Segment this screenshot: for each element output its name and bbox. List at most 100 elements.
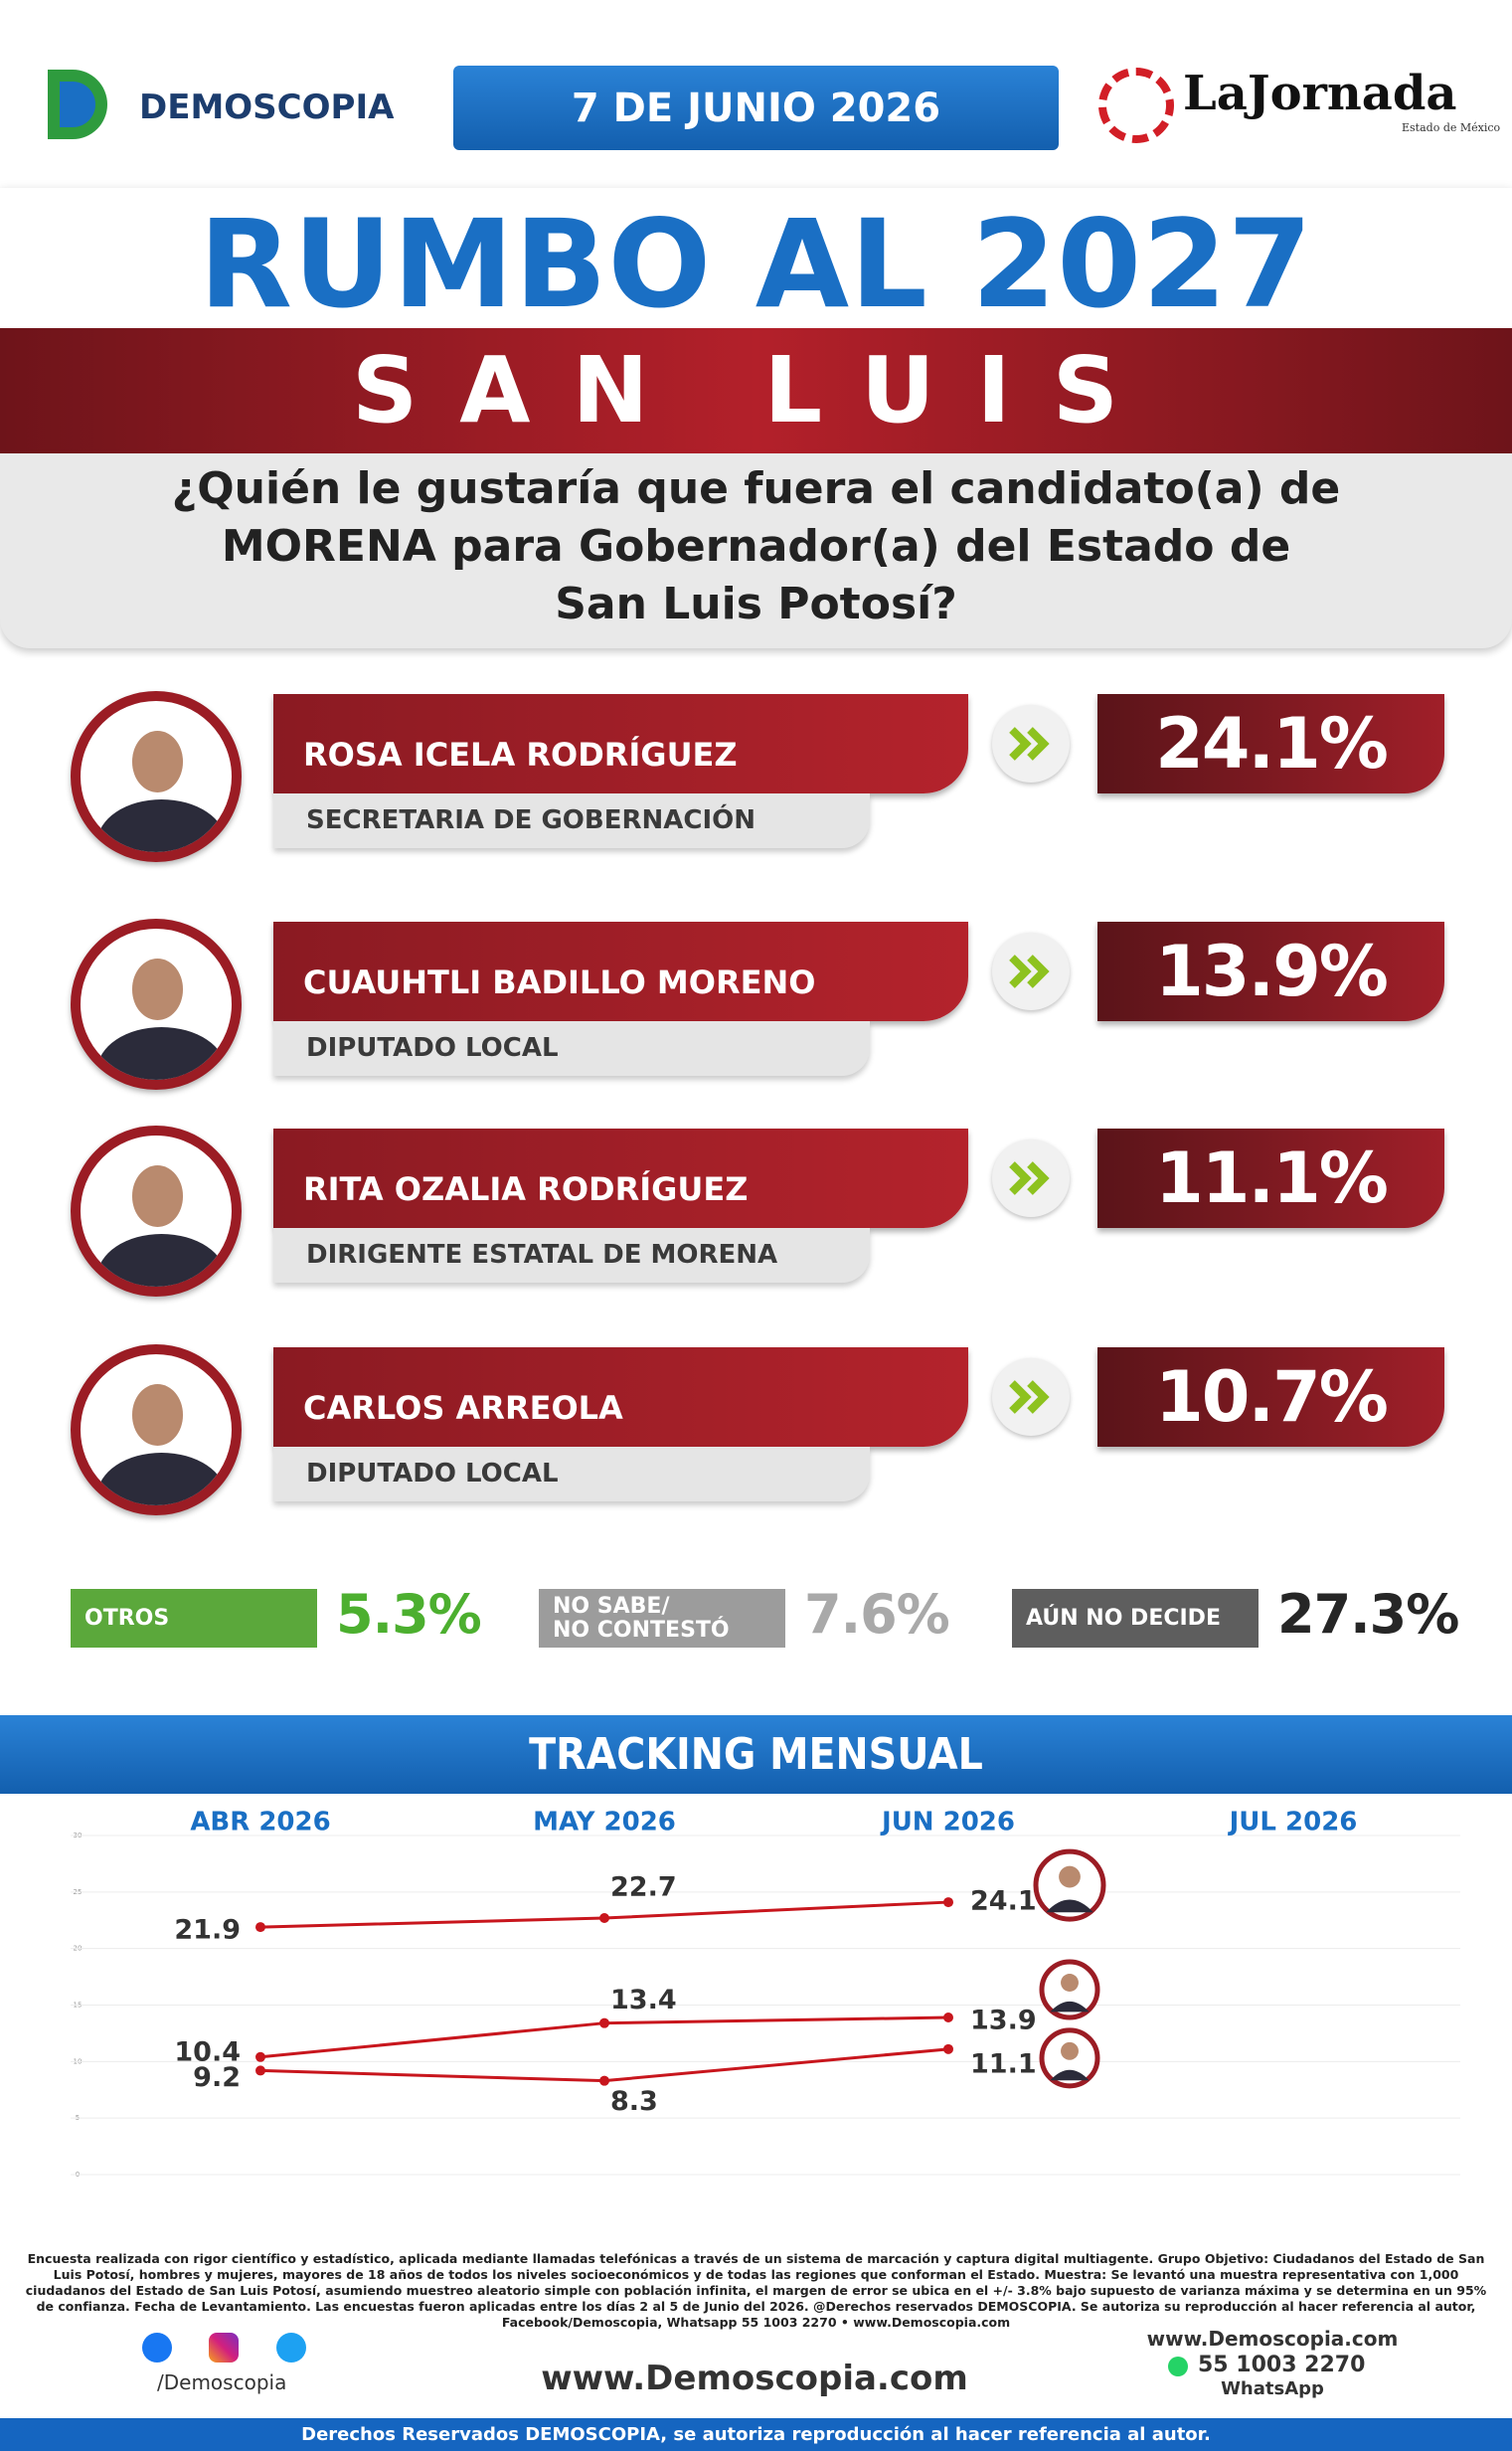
chart-title: TRACKING MENSUAL (529, 1729, 983, 1780)
facebook-icon[interactable] (142, 2333, 172, 2363)
portrait-body (97, 1233, 227, 1287)
point (599, 2017, 609, 2028)
partner-sub: Estado de México (1402, 121, 1501, 134)
data-label: 22.7 (610, 1871, 677, 1902)
name-bar: CUAUHTLI BADILLO MORENO (273, 922, 968, 1021)
arrow-icon (1009, 1380, 1050, 1414)
title-band (0, 188, 1512, 332)
portrait-body (97, 1026, 227, 1080)
disclaimer: Encuesta realizada con rigor científico … (25, 2251, 1487, 2330)
others-box: AÚN NO DECIDE (1012, 1589, 1259, 1648)
role-bar: DIPUTADO LOCAL (273, 1021, 870, 1076)
others-share: 27.3% (1277, 1583, 1459, 1646)
portrait-head (131, 959, 184, 1020)
chevron (1027, 1161, 1050, 1195)
candidate-name: ROSA ICELA RODRÍGUEZ (303, 736, 738, 774)
chevron (1027, 727, 1050, 761)
name-bar: RITA OZALIA RODRÍGUEZ (273, 1129, 968, 1228)
instagram-icon[interactable] (209, 2333, 239, 2363)
portrait (71, 919, 242, 1090)
portrait-head (131, 1165, 184, 1227)
chevron (1009, 1161, 1032, 1195)
others-box: NO SABE/NO CONTESTÓ (539, 1589, 785, 1648)
data-label: 11.1 (970, 2048, 1037, 2079)
x-tick-label: JUN 2026 (880, 1808, 1015, 1838)
question-line: San Luis Potosí? (555, 579, 957, 629)
role-bar: SECRETARIA DE GOBERNACIÓN (273, 793, 870, 848)
chevron (1027, 955, 1050, 988)
contact-web: www.Demoscopia.com (1146, 2327, 1399, 2351)
arrow-circle (992, 1139, 1070, 1217)
point (943, 2013, 953, 2023)
legend-portrait-head (1061, 1974, 1079, 1992)
partner-logo (1098, 68, 1174, 143)
share-box: 11.1% (1097, 1129, 1444, 1228)
candidate-role: DIPUTADO LOCAL (306, 1033, 559, 1063)
question-box (0, 453, 1512, 648)
candidate-role: DIPUTADO LOCAL (306, 1459, 559, 1488)
point (255, 1922, 265, 1933)
portrait-body (97, 798, 227, 852)
subtitle-band (0, 328, 1512, 453)
candidate-share: 10.7% (1155, 1356, 1389, 1438)
portrait-head (131, 731, 184, 792)
website[interactable]: www.Demoscopia.com (541, 2359, 968, 2398)
date-box: 7 DE JUNIO 2026 (453, 66, 1059, 150)
date: 7 DE JUNIO 2026 (571, 85, 941, 131)
point (255, 2065, 265, 2076)
candidate-name: CARLOS ARREOLA (303, 1389, 623, 1427)
legend-portrait-body (1050, 2069, 1090, 2081)
others-label: AÚN NO DECIDE (1026, 1605, 1221, 1631)
role-bar: DIRIGENTE ESTATAL DE MORENA (273, 1228, 870, 1283)
candidate-name: RITA OZALIA RODRÍGUEZ (303, 1170, 749, 1208)
name-bar: ROSA ICELA RODRÍGUEZ (273, 694, 968, 793)
candidate-share: 11.1% (1155, 1138, 1389, 1219)
others-label: NO SABE/ (553, 1593, 670, 1619)
share-box: 13.9% (1097, 922, 1444, 1021)
whatsapp-icon (1168, 2357, 1188, 2376)
role-bar: DIPUTADO LOCAL (273, 1447, 870, 1501)
point (255, 2051, 265, 2062)
legend-portrait-body (1046, 1899, 1093, 1913)
question-line: ¿Quién le gustaría que fuera el candidat… (171, 463, 1341, 514)
rights-bar: Derechos Reservados DEMOSCOPIA, se autor… (0, 2418, 1512, 2451)
candidate-role: DIRIGENTE ESTATAL DE MORENA (306, 1240, 778, 1270)
phone-label: WhatsApp (1221, 2378, 1324, 2399)
point (599, 2075, 609, 2086)
arrow-circle (992, 705, 1070, 783)
others-label: OTROS (84, 1605, 170, 1631)
question-line: MORENA para Gobernador(a) del Estado de (221, 521, 1291, 572)
title: RUMBO AL 2027 (199, 194, 1313, 335)
chevron (1027, 1380, 1050, 1414)
others-share: 7.6% (804, 1583, 950, 1646)
phone: 55 1003 2270 (1198, 2353, 1366, 2377)
social-handle: /Demoscopia (157, 2370, 287, 2394)
chevron (1009, 727, 1032, 761)
data-label: 13.9 (970, 2006, 1037, 2036)
chevron (1009, 955, 1032, 988)
data-label: 8.3 (610, 2086, 658, 2117)
x-tick-label: MAY 2026 (533, 1808, 676, 1838)
data-label: 24.1 (970, 1886, 1037, 1917)
point (943, 1897, 953, 1908)
portrait (71, 691, 242, 862)
twitter-icon[interactable] (276, 2333, 306, 2363)
subtitle: SAN LUIS POTOSÍ (351, 337, 1161, 569)
data-label: 13.4 (610, 1985, 677, 2015)
data-label: 21.9 (174, 1915, 241, 1946)
portrait (71, 1344, 242, 1515)
others-share: 5.3% (336, 1583, 482, 1646)
candidate-role: SECRETARIA DE GOBERNACIÓN (306, 805, 756, 835)
arrow-circle (992, 933, 1070, 1010)
name-bar: CARLOS ARREOLA (273, 1347, 968, 1447)
x-tick-label: ABR 2026 (190, 1808, 330, 1838)
arrow-circle (992, 1358, 1070, 1436)
point (943, 2043, 953, 2054)
portrait-body (97, 1452, 227, 1505)
share-box: 10.7% (1097, 1347, 1444, 1447)
candidate-share: 13.9% (1155, 931, 1389, 1012)
others-box: OTROS (71, 1589, 317, 1648)
x-tick-label: JUL 2026 (1228, 1808, 1358, 1838)
data-label: 10.4 (174, 2036, 241, 2067)
